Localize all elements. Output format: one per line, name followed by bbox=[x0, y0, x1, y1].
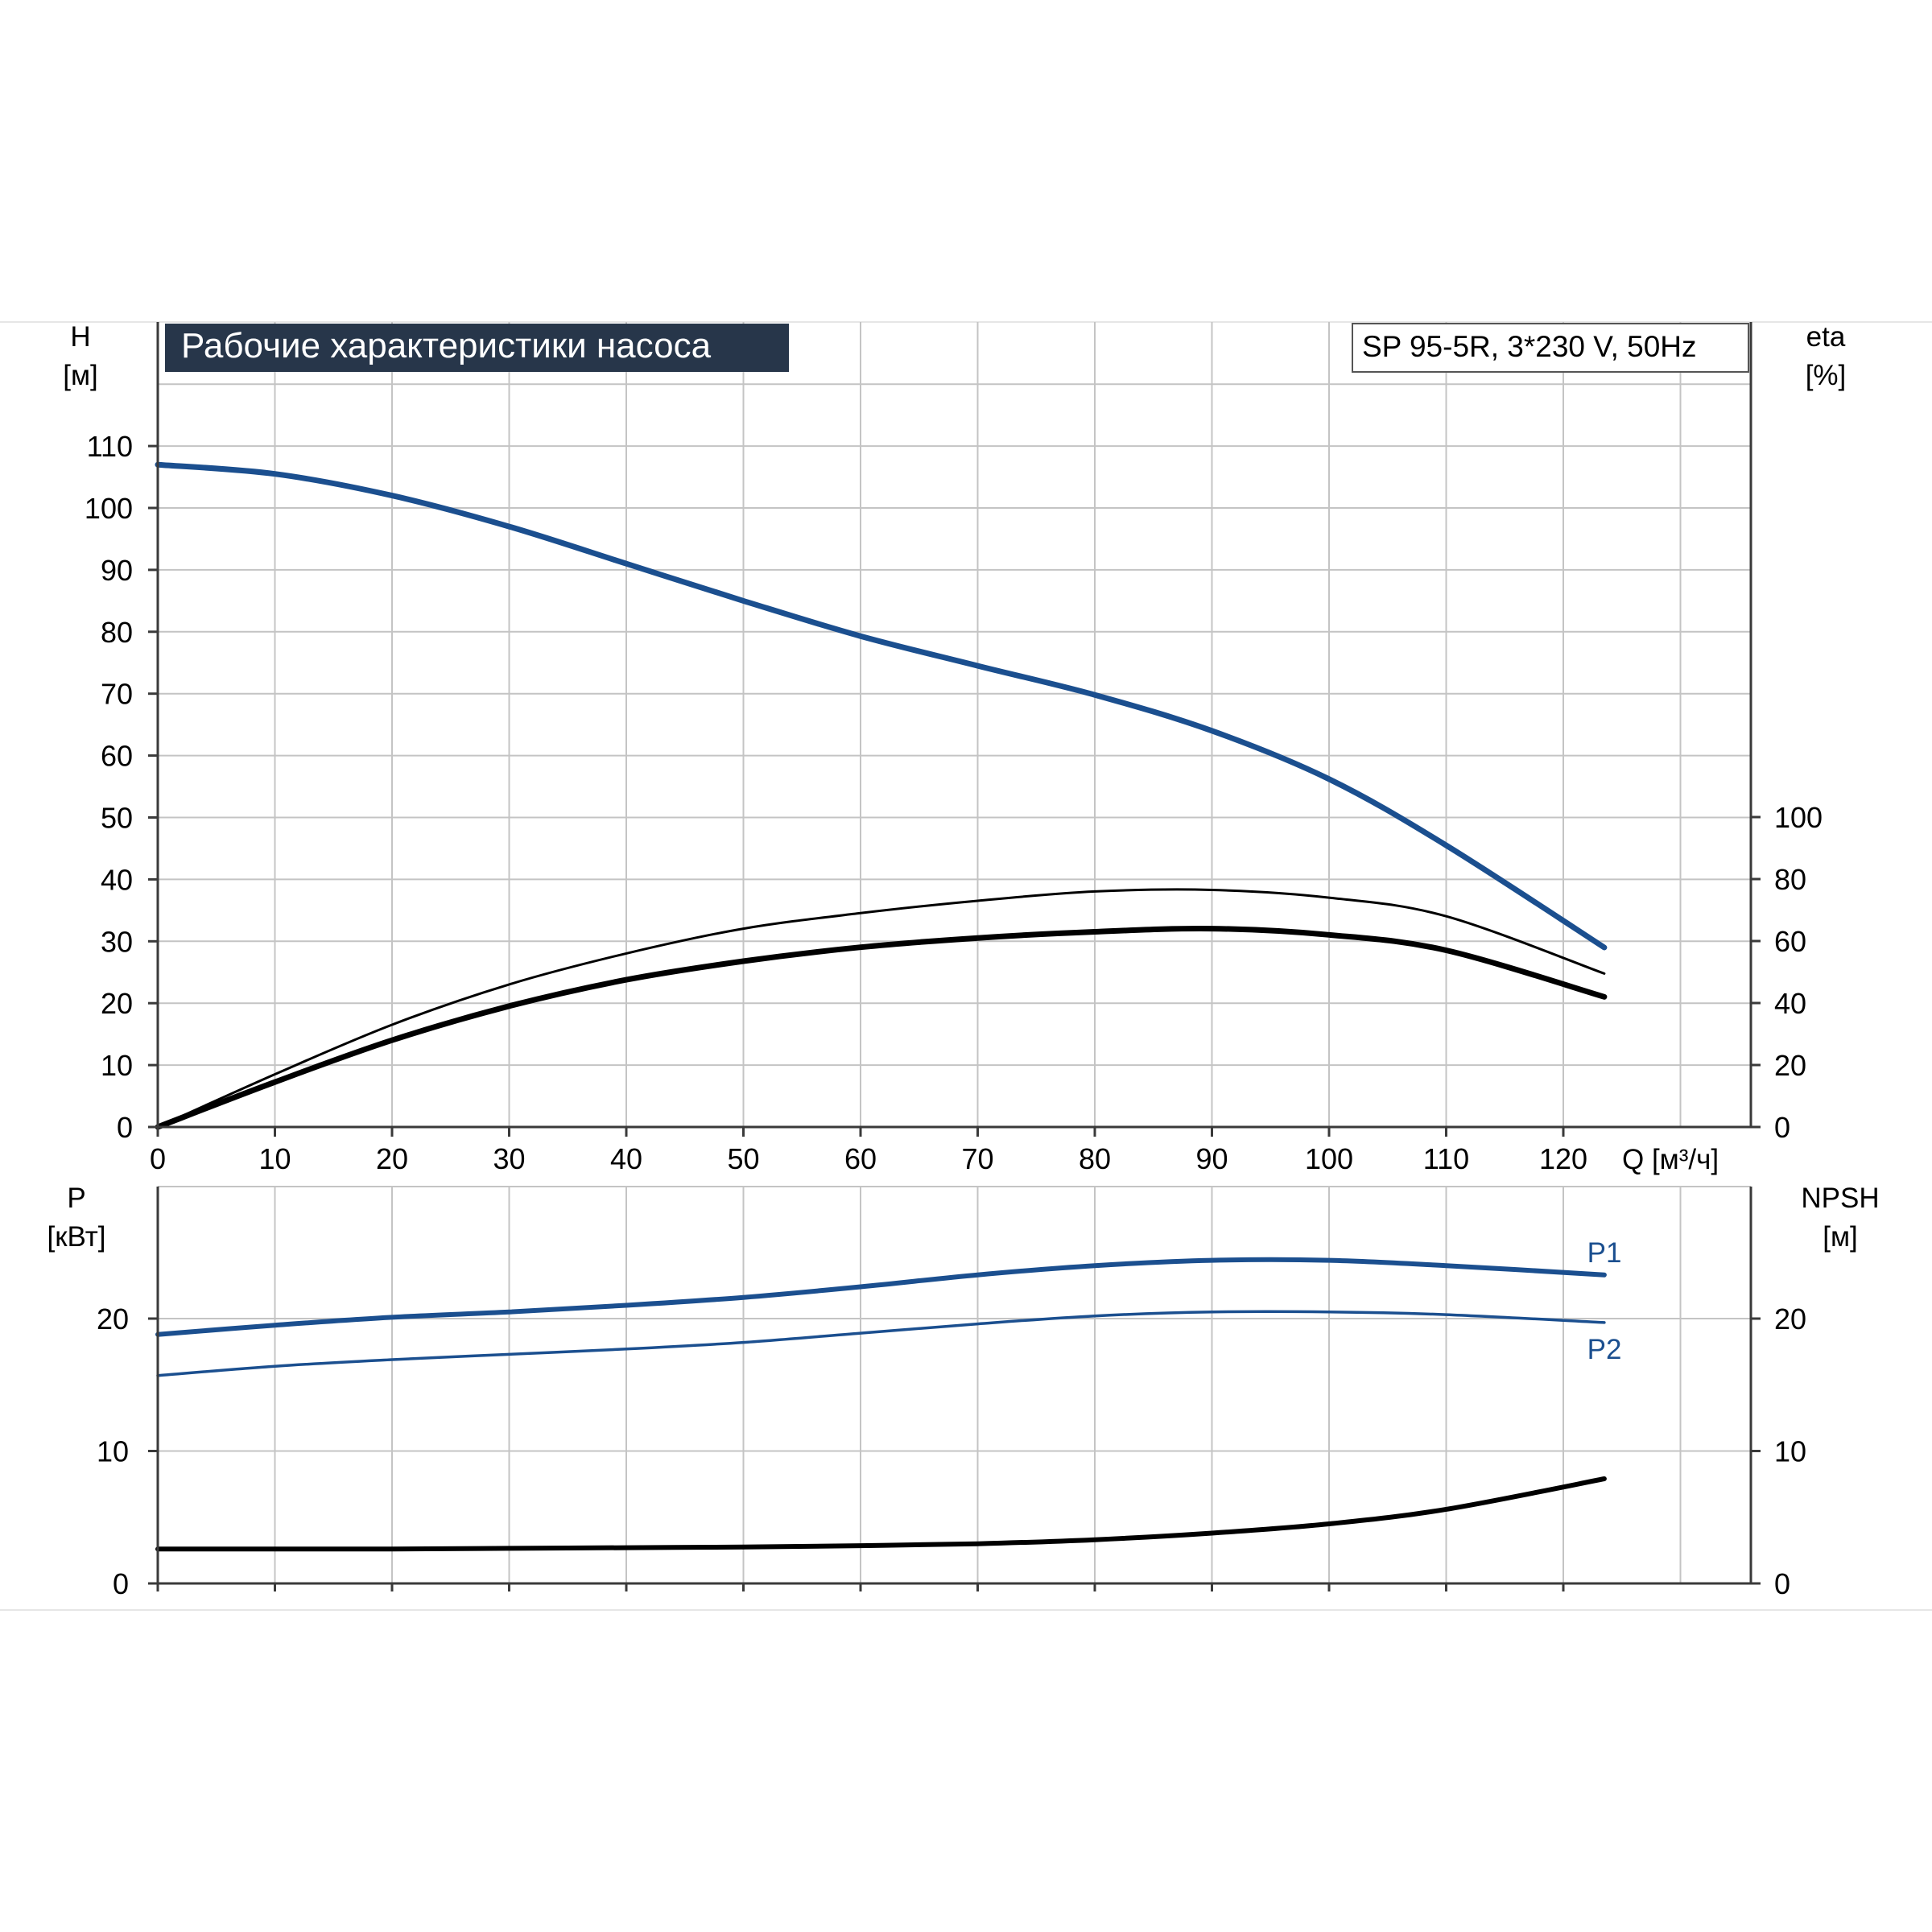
y-left-tick-label: 20 bbox=[101, 987, 133, 1020]
npsh-tick-label: 0 bbox=[1774, 1567, 1790, 1600]
x-tick-label: 40 bbox=[610, 1142, 642, 1175]
y-left-tick-label: 50 bbox=[101, 802, 133, 835]
y-left-tick-label: 30 bbox=[101, 925, 133, 958]
y-left-label-line2: [м] bbox=[63, 360, 98, 391]
bottom-tick-labels: 0 10 20 0 10 20 bbox=[97, 1302, 1806, 1600]
y-left-tick-label: 110 bbox=[87, 430, 133, 463]
y-left-tick-label: 10 bbox=[101, 1049, 133, 1082]
model-label: SP 95-5R, 3*230 V, 50Hz bbox=[1362, 330, 1697, 363]
p1-series-label: P1 bbox=[1587, 1237, 1622, 1269]
chart-title: Рабочие характеристики насоса bbox=[181, 326, 712, 365]
chart-title-box bbox=[165, 324, 789, 372]
model-label-box bbox=[1352, 323, 1749, 373]
eta-total-curve bbox=[155, 926, 1608, 1130]
top-plot: 0 10 20 30 40 50 60 70 80 90 100 110 0 20 40 60 80 100 0 10… bbox=[63, 321, 1846, 1175]
p-axis-label-line2: [кВт] bbox=[47, 1221, 106, 1253]
y-left-tick-label: 100 bbox=[85, 492, 133, 525]
y-left-tick-label: 90 bbox=[101, 554, 133, 587]
x-tick-label: 0 bbox=[150, 1142, 166, 1175]
p2-curve bbox=[156, 1310, 1606, 1377]
y-left-tick-label: 60 bbox=[101, 740, 133, 773]
y-right-tick-label: 20 bbox=[1774, 1049, 1806, 1082]
x-tick-label: 10 bbox=[258, 1142, 291, 1175]
npsh-axis-label-line1: NPSH bbox=[1801, 1183, 1879, 1214]
y-left-tick-label: 70 bbox=[101, 678, 133, 711]
x-tick-label: 80 bbox=[1079, 1142, 1111, 1175]
head-curve bbox=[155, 461, 1608, 951]
top-axes bbox=[148, 322, 1761, 1137]
y-left-label-line1: H bbox=[70, 321, 90, 353]
npsh-tick-label: 20 bbox=[1774, 1302, 1806, 1335]
y-right-label-line2: [%] bbox=[1806, 360, 1847, 391]
bottom-plot: 0 10 20 0 10 20 P [кВт] NPSH [м] P1 P2 bbox=[47, 1183, 1880, 1600]
y-right-tick-label: 40 bbox=[1774, 987, 1806, 1020]
npsh-curve bbox=[155, 1476, 1607, 1552]
y-right-tick-label: 0 bbox=[1774, 1111, 1790, 1144]
p-tick-label: 10 bbox=[97, 1435, 129, 1468]
y-right-tick-label: 60 bbox=[1774, 925, 1806, 958]
x-axis-label: Q [м³/ч] bbox=[1622, 1144, 1719, 1175]
x-tick-label: 60 bbox=[844, 1142, 877, 1175]
eta-pump-curve bbox=[156, 888, 1606, 1129]
x-tick-label: 20 bbox=[376, 1142, 408, 1175]
bottom-series bbox=[155, 1257, 1607, 1552]
bottom-axes bbox=[148, 1187, 1761, 1591]
y-left-tick-label: 0 bbox=[117, 1111, 133, 1144]
y-left-tick-label: 40 bbox=[101, 863, 133, 896]
npsh-tick-label: 10 bbox=[1774, 1435, 1806, 1468]
x-tick-label: 70 bbox=[961, 1142, 993, 1175]
p-tick-label: 0 bbox=[113, 1567, 129, 1600]
p-tick-label: 20 bbox=[97, 1302, 129, 1335]
p2-series-label: P2 bbox=[1587, 1334, 1622, 1365]
p-axis-label-line1: P bbox=[67, 1183, 85, 1214]
y-right-label-line1: eta bbox=[1806, 321, 1846, 353]
x-tick-label: 50 bbox=[727, 1142, 759, 1175]
top-grid bbox=[158, 322, 1751, 1127]
x-tick-label: 100 bbox=[1305, 1142, 1353, 1175]
top-tick-labels: 0 10 20 30 40 50 60 70 80 90 100 110 0 20 40 60 80 100 0 10… bbox=[85, 430, 1823, 1175]
x-tick-label: 30 bbox=[493, 1142, 525, 1175]
y-right-tick-label: 80 bbox=[1774, 863, 1806, 896]
top-series bbox=[155, 461, 1608, 1130]
p1-curve bbox=[155, 1257, 1607, 1337]
x-tick-label: 110 bbox=[1423, 1142, 1469, 1175]
bottom-grid bbox=[158, 1186, 1751, 1583]
x-tick-label: 90 bbox=[1195, 1142, 1228, 1175]
npsh-axis-label-line2: [м] bbox=[1823, 1221, 1858, 1253]
x-tick-label: 120 bbox=[1539, 1142, 1587, 1175]
y-left-tick-label: 80 bbox=[101, 616, 133, 649]
y-right-tick-label: 100 bbox=[1774, 801, 1823, 834]
